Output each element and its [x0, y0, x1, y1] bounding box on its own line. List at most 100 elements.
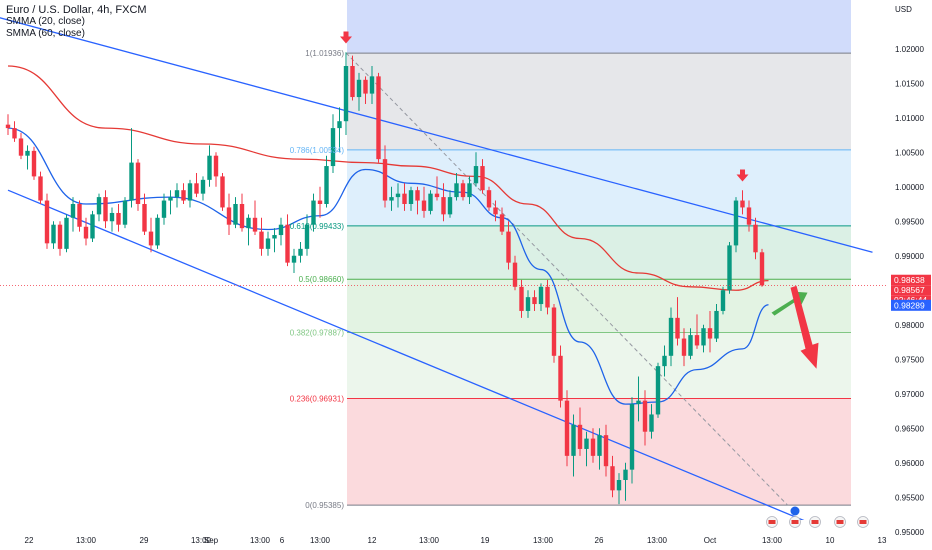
candle-body — [428, 193, 433, 211]
candle-body — [655, 366, 661, 415]
candle-body — [694, 335, 700, 346]
candle-body — [337, 121, 342, 129]
fib-level-label: 0.236(0.96931) — [290, 395, 345, 404]
fib-diagonal — [345, 52, 789, 506]
candle-body — [389, 197, 394, 201]
candle-body — [155, 217, 160, 246]
y-tick-label: 1.01000 — [895, 114, 924, 123]
fib-level-label: 1(1.01936) — [305, 49, 344, 58]
candle-body — [382, 159, 388, 201]
candle-body — [135, 162, 141, 204]
candle-body — [571, 424, 576, 456]
candle-body — [454, 183, 459, 198]
candle-body — [44, 200, 50, 244]
price-label-box — [891, 274, 931, 286]
price-label-box — [891, 285, 931, 296]
candle-body — [499, 214, 505, 232]
fib-zone — [347, 149, 851, 226]
candle-body — [109, 212, 115, 222]
fib-level-label: 0.618(0.99433) — [290, 222, 345, 231]
candle-body — [642, 400, 648, 432]
candle-body — [434, 193, 440, 198]
candle-body — [350, 66, 355, 98]
y-tick-label: 0.99500 — [895, 217, 924, 226]
candle-body — [57, 224, 63, 249]
candle-body — [265, 238, 271, 249]
candle-body — [733, 200, 739, 246]
candle-body — [597, 435, 602, 456]
candle-body — [200, 179, 206, 194]
candle-body — [259, 231, 264, 249]
candle-body — [714, 310, 719, 339]
x-tick-label: 13:00 — [419, 536, 440, 545]
candle-body — [473, 166, 479, 184]
candle-body — [519, 286, 524, 311]
candle-body — [577, 424, 583, 449]
candle-body — [363, 79, 368, 94]
candle-body — [77, 204, 82, 227]
y-tick-label: 1.00000 — [895, 183, 924, 192]
candle-body — [584, 438, 589, 449]
fib-level-label: 0.382(0.97887) — [290, 329, 345, 338]
candle-body — [675, 317, 680, 339]
candle-body — [512, 262, 518, 287]
candle-body — [5, 124, 11, 129]
candle-body — [707, 328, 713, 339]
y-tick-label: 0.99000 — [895, 252, 924, 261]
candle-body — [317, 200, 323, 204]
candle-body — [122, 200, 128, 225]
candle-body — [25, 150, 30, 156]
candle-body — [291, 255, 297, 263]
plot-area — [0, 0, 888, 520]
smma60-legend[interactable]: SMMA (60, close) — [6, 28, 85, 39]
candle-body — [746, 207, 752, 225]
candle-body — [662, 355, 667, 367]
y-tick-label: 0.98000 — [895, 321, 924, 330]
candle-body — [103, 197, 108, 222]
symbol-title[interactable]: Euro / U.S. Dollar, 4h, FXCM — [6, 4, 147, 16]
candle-body — [688, 335, 693, 356]
candle-body — [31, 150, 37, 177]
y-tick-label: 0.95000 — [895, 528, 924, 537]
candle-body — [239, 204, 245, 229]
smma60-line — [7, 65, 769, 291]
candle-body — [486, 190, 492, 208]
candle-body — [304, 224, 310, 249]
candle-body — [356, 79, 362, 98]
candle-body — [324, 166, 329, 204]
smma20-legend[interactable]: SMMA (20, close) — [6, 16, 85, 27]
x-tick-label: 13:00 — [191, 536, 212, 545]
time-axis-bg — [0, 520, 888, 550]
y-tick-label: 0.96000 — [895, 459, 924, 468]
candle-body — [311, 200, 316, 225]
candle-body — [753, 224, 758, 253]
candle-body — [83, 226, 89, 239]
candle-body — [298, 248, 303, 256]
x-tick-label: 13:00 — [762, 536, 783, 545]
event-flag-icon — [768, 520, 776, 524]
candle-body — [701, 328, 706, 346]
candle-body — [207, 155, 212, 180]
x-tick-label: 19 — [481, 536, 490, 545]
candle-body — [590, 438, 596, 456]
candle-body — [740, 200, 745, 208]
candle-body — [759, 252, 765, 286]
sell-signal-arrow — [340, 31, 352, 44]
event-flag-icon — [791, 520, 799, 524]
candle-body — [668, 317, 674, 356]
candle-body — [220, 176, 225, 208]
candle-body — [727, 245, 732, 291]
price-label-box — [891, 299, 931, 311]
candle-body — [421, 200, 427, 211]
candle-body — [506, 231, 511, 263]
candle-body — [538, 286, 544, 305]
fib-zone — [347, 332, 851, 399]
y-tick-label: 1.00500 — [895, 148, 924, 157]
fib-zone — [347, 0, 851, 54]
candle-body — [330, 128, 336, 167]
candle-body — [467, 183, 472, 198]
event-flag-icon — [859, 520, 867, 524]
candle-body — [681, 338, 687, 356]
candle-body — [408, 190, 414, 204]
